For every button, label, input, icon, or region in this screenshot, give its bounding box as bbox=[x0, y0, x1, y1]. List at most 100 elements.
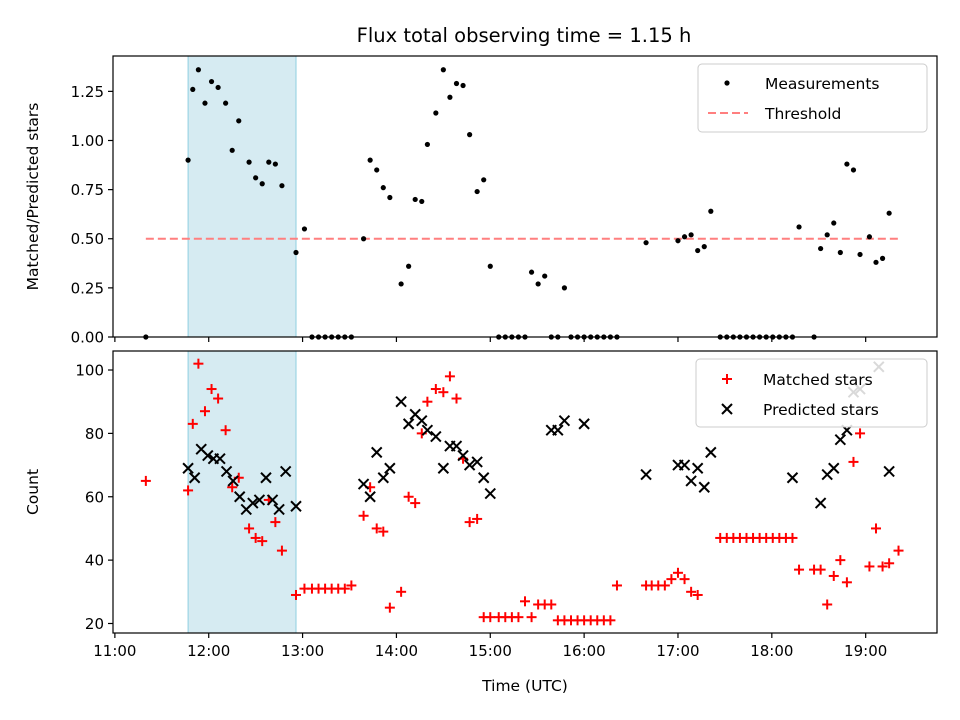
predicted-stars-point bbox=[357, 478, 370, 490]
x-tick-label: 12:00 bbox=[187, 642, 230, 660]
matched-stars-point bbox=[291, 589, 302, 600]
bottom-legend-box bbox=[695, 358, 928, 428]
legend-matched-label: Matched stars bbox=[763, 371, 873, 389]
matched-stars-point bbox=[546, 599, 557, 610]
measurement-point bbox=[695, 247, 701, 254]
matched-stars-point bbox=[513, 612, 524, 623]
matched-stars-point bbox=[270, 517, 281, 528]
measurement-point bbox=[424, 141, 430, 148]
matched-stars-point bbox=[526, 612, 537, 623]
predicted-stars-point bbox=[558, 415, 571, 427]
matched-stars-point bbox=[410, 498, 421, 509]
legend-predicted-marker bbox=[721, 403, 733, 415]
x-tick-label: 16:00 bbox=[563, 642, 606, 660]
measurement-point bbox=[487, 263, 493, 269]
matched-stars-point bbox=[855, 428, 866, 439]
measurement-point bbox=[886, 210, 892, 216]
x-axis-label: Time (UTC) bbox=[481, 677, 568, 695]
predicted-stars-point bbox=[834, 434, 847, 446]
measurement-point bbox=[818, 245, 824, 252]
predicted-stars-point bbox=[402, 418, 415, 430]
predicted-stars-point bbox=[705, 446, 717, 459]
measurement-point bbox=[360, 236, 367, 242]
measurement-point bbox=[398, 281, 404, 287]
measurement-point bbox=[202, 100, 208, 106]
measurement-point bbox=[857, 251, 863, 258]
measurement-point bbox=[195, 67, 202, 73]
measurement-point bbox=[185, 157, 191, 163]
matched-stars-point bbox=[403, 491, 414, 502]
x-tick-label: 14:00 bbox=[375, 642, 418, 660]
bottom-panel: 20 40 60 80 100 11:00 12:00 13:00 14:00 15:00 16:… bbox=[24, 350, 938, 695]
top-y-tick-label: 0.50 bbox=[71, 230, 104, 248]
predicted-stars-point bbox=[279, 465, 292, 478]
measurement-point bbox=[831, 220, 837, 226]
bot-y-tick-label: 60 bbox=[85, 488, 104, 506]
matched-stars-point bbox=[848, 456, 859, 467]
x-tick-label: 11:00 bbox=[93, 642, 136, 660]
predicted-stars-point bbox=[421, 424, 434, 436]
predicted-stars-point bbox=[384, 462, 396, 474]
predicted-stars-point bbox=[188, 472, 201, 484]
measurement-point bbox=[215, 84, 221, 91]
matched-stars-point bbox=[183, 485, 194, 496]
matched-stars-point bbox=[213, 393, 224, 404]
measurement-point bbox=[440, 67, 446, 73]
measurement-point bbox=[681, 234, 688, 240]
matched-stars-point bbox=[220, 425, 231, 436]
measurement-point bbox=[447, 94, 453, 100]
matched-stars-point bbox=[787, 532, 798, 543]
matched-stars-point bbox=[384, 602, 395, 613]
measurement-point bbox=[367, 157, 373, 163]
matched-stars-point bbox=[884, 558, 895, 569]
predicted-stars-point bbox=[182, 462, 194, 474]
top-plot-frame bbox=[112, 55, 938, 338]
predicted-stars-point bbox=[578, 418, 590, 430]
matched-stars-point bbox=[828, 570, 839, 581]
predicted-stars-point bbox=[484, 487, 496, 500]
top-y-tick-label: 1.25 bbox=[71, 83, 104, 101]
matched-stars-point bbox=[199, 406, 210, 417]
predicted-stars-point bbox=[371, 446, 383, 459]
bot-y-tick-label: 100 bbox=[75, 362, 104, 380]
bottom-legend: Matched stars Predicted stars bbox=[695, 358, 928, 428]
predicted-stars-point bbox=[828, 462, 840, 474]
matched-stars-point bbox=[464, 517, 475, 528]
predicted-stars-point bbox=[290, 500, 302, 512]
top-y-tick-label: 0.00 bbox=[71, 329, 104, 347]
top-panel: 0.00 0.25 0.50 0.75 1.00 1.25 Matched/Predict… bbox=[24, 55, 938, 347]
predicted-stars-point bbox=[220, 465, 233, 478]
matched-stars-point bbox=[451, 393, 462, 404]
predicted-stars-point bbox=[552, 424, 564, 436]
matched-stars-point bbox=[672, 567, 683, 578]
matched-stars-point bbox=[422, 396, 433, 407]
matched-stars-point bbox=[864, 561, 875, 572]
legend-threshold-label: Threshold bbox=[764, 105, 841, 123]
matched-stars-point bbox=[659, 580, 670, 591]
predicted-stars-point bbox=[883, 465, 895, 478]
measurement-point bbox=[528, 269, 535, 275]
bot-plot-frame bbox=[112, 350, 938, 634]
x-tick-label: 15:00 bbox=[469, 642, 512, 660]
top-legend-box bbox=[697, 63, 928, 133]
matched-stars-point bbox=[472, 513, 483, 524]
measurement-point bbox=[643, 240, 649, 246]
predicted-stars-point bbox=[640, 468, 652, 481]
measurement-point bbox=[866, 234, 873, 240]
measurement-point bbox=[301, 226, 308, 232]
matched-stars-point bbox=[193, 358, 204, 369]
measurement-point bbox=[272, 161, 278, 167]
predicted-stars-point bbox=[437, 462, 450, 474]
matched-stars-point bbox=[605, 615, 616, 626]
predicted-stars-point bbox=[416, 415, 428, 427]
matched-stars-point bbox=[835, 555, 846, 566]
x-tick-label: 18:00 bbox=[750, 642, 793, 660]
predicted-stars-point bbox=[691, 462, 704, 474]
predicted-stars-point bbox=[247, 497, 259, 509]
predicted-stars-point bbox=[430, 430, 442, 443]
measurement-point bbox=[474, 188, 480, 195]
matched-stars-point bbox=[227, 482, 238, 493]
predicted-stars-point bbox=[273, 503, 285, 516]
measurement-point bbox=[259, 181, 265, 187]
